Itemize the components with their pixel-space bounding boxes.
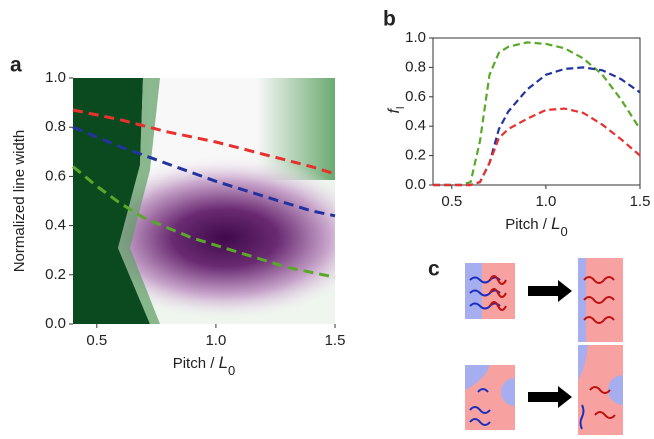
- schematic: [465, 258, 623, 435]
- x-tick-label: 1.0: [205, 332, 226, 349]
- y-tick-label: 0.8: [405, 58, 426, 75]
- y-axis-label-part: f: [386, 107, 403, 113]
- data-line: [433, 107, 641, 187]
- data-line: [72, 165, 336, 279]
- x-axis-label: Pitch / L0: [173, 353, 236, 377]
- data-line: [72, 108, 336, 176]
- x-tick-label: 1.5: [325, 332, 346, 349]
- y-tick-label: 0.2: [45, 266, 66, 283]
- y-tick-label: 0.0: [405, 176, 426, 193]
- plot-frame: [432, 37, 641, 186]
- panel-label: a: [10, 54, 22, 77]
- x-axis-label-part: Pitch /: [505, 216, 551, 233]
- y-axis-label: fl: [386, 107, 407, 114]
- x-tick-label: 1.0: [535, 193, 556, 210]
- x-tick-label: 0.5: [86, 332, 107, 349]
- y-tick-label: 0.6: [405, 88, 426, 105]
- x-axis-label-part: L: [551, 214, 560, 233]
- y-tick-label: 0.8: [45, 118, 66, 135]
- x-axis-label-part: 0: [561, 224, 568, 239]
- y-tick-label: 0.4: [405, 117, 426, 134]
- y-axis-label-part: l: [395, 107, 407, 109]
- data-line: [433, 41, 641, 187]
- y-tick-label: 0.6: [45, 167, 66, 184]
- x-axis-label-part: L: [219, 353, 228, 372]
- y-tick-label: 0.0: [45, 315, 66, 332]
- y-axis-label: Normalized line width: [11, 130, 28, 273]
- y-tick-label: 0.4: [45, 217, 66, 234]
- panel-label: c: [428, 258, 440, 281]
- x-axis-label: Pitch / L0: [505, 214, 568, 238]
- data-line: [72, 125, 336, 218]
- y-tick-label: 1.0: [405, 29, 426, 46]
- x-tick-label: 0.5: [441, 193, 462, 210]
- x-axis-label-part: Pitch /: [173, 355, 219, 372]
- y-tick-label: 0.2: [405, 147, 426, 164]
- x-axis-label-part: 0: [228, 363, 235, 378]
- y-tick-label: 1.0: [45, 69, 66, 86]
- panel-label: b: [383, 8, 396, 31]
- x-tick-label: 1.5: [630, 193, 651, 210]
